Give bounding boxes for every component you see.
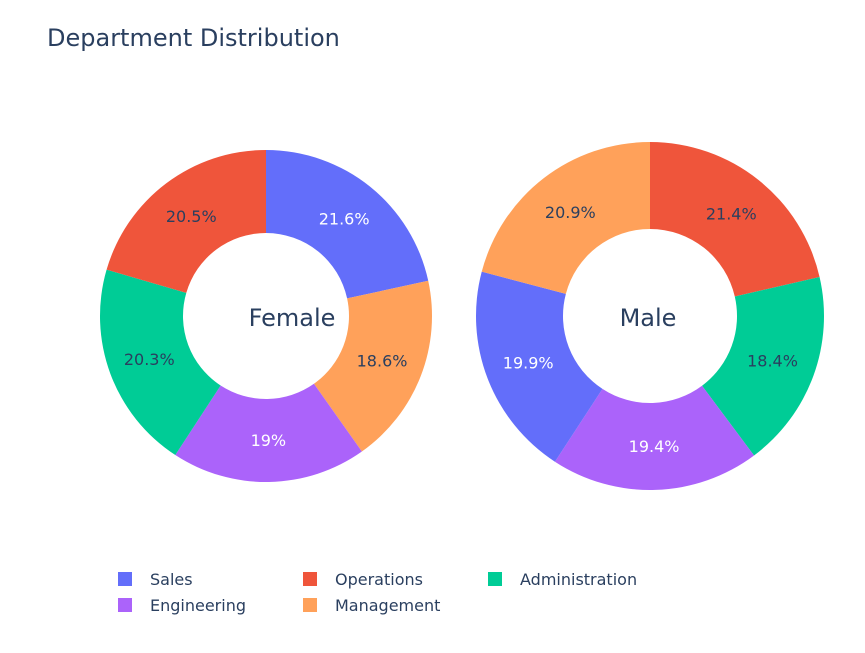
slice-male-operations[interactable] (650, 142, 820, 297)
legend-item-operations[interactable]: Operations (303, 569, 488, 589)
slice-male-administration[interactable] (702, 276, 824, 456)
legend-swatch-engineering (118, 598, 132, 612)
slice-female-administration[interactable] (100, 269, 221, 456)
legend-label-administration: Administration (520, 569, 638, 589)
slice-male-management[interactable] (481, 142, 650, 294)
slice-label-female-administration: 20.3% (124, 350, 175, 369)
slice-label-female-sales: 21.6% (319, 210, 370, 229)
legend-label-management: Management (335, 595, 441, 615)
slice-female-operations[interactable] (106, 150, 266, 293)
legend-swatch-administration (488, 572, 502, 586)
legend-item-management[interactable]: Management (303, 595, 488, 615)
slice-male-engineering[interactable] (554, 385, 755, 490)
legend-swatch-sales (118, 572, 132, 586)
slice-label-female-engineering: 19% (251, 431, 287, 450)
slice-label-male-administration: 18.4% (747, 351, 798, 370)
slice-female-sales[interactable] (266, 150, 429, 299)
legend-swatch-operations (303, 572, 317, 586)
slice-female-engineering[interactable] (175, 383, 362, 482)
legend-label-engineering: Engineering (150, 595, 246, 615)
donut-female: 21.6% 18.6% 19% 20.3% 20.5% Female (100, 150, 432, 482)
legend-label-sales: Sales (150, 569, 193, 589)
hole-label-female: Female (249, 304, 336, 332)
hole-label-male: Male (620, 304, 677, 332)
slice-label-male-sales: 19.9% (503, 353, 554, 372)
slice-label-male-engineering: 19.4% (629, 437, 680, 456)
legend-item-engineering[interactable]: Engineering (118, 595, 303, 615)
donut-male: 21.4% 18.4% 19.4% 19.9% 20.9% Male (475, 142, 824, 490)
slice-male-sales[interactable] (475, 271, 603, 462)
legend-swatch-management (303, 598, 317, 612)
chart-title: Department Distribution (47, 24, 340, 52)
slice-label-female-operations: 20.5% (166, 207, 217, 226)
legend: Sales Operations Administration Engineer… (118, 569, 738, 615)
slice-label-male-management: 20.9% (545, 203, 596, 222)
legend-label-operations: Operations (335, 569, 423, 589)
legend-item-administration[interactable]: Administration (488, 569, 688, 589)
slice-label-female-management: 18.6% (357, 352, 408, 371)
slice-label-male-operations: 21.4% (706, 204, 757, 223)
slice-female-management[interactable] (313, 280, 432, 452)
legend-item-sales[interactable]: Sales (118, 569, 303, 589)
